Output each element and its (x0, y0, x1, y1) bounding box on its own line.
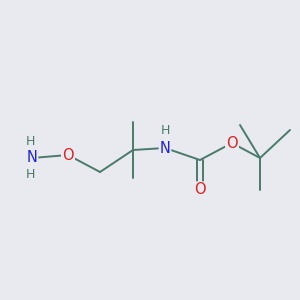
Text: O: O (62, 148, 74, 163)
Text: H: H (26, 168, 35, 181)
Text: H: H (26, 135, 35, 148)
Text: N: N (27, 151, 38, 166)
Text: O: O (194, 182, 206, 197)
Text: H: H (160, 124, 170, 137)
Text: O: O (226, 136, 238, 151)
Text: N: N (160, 140, 170, 155)
